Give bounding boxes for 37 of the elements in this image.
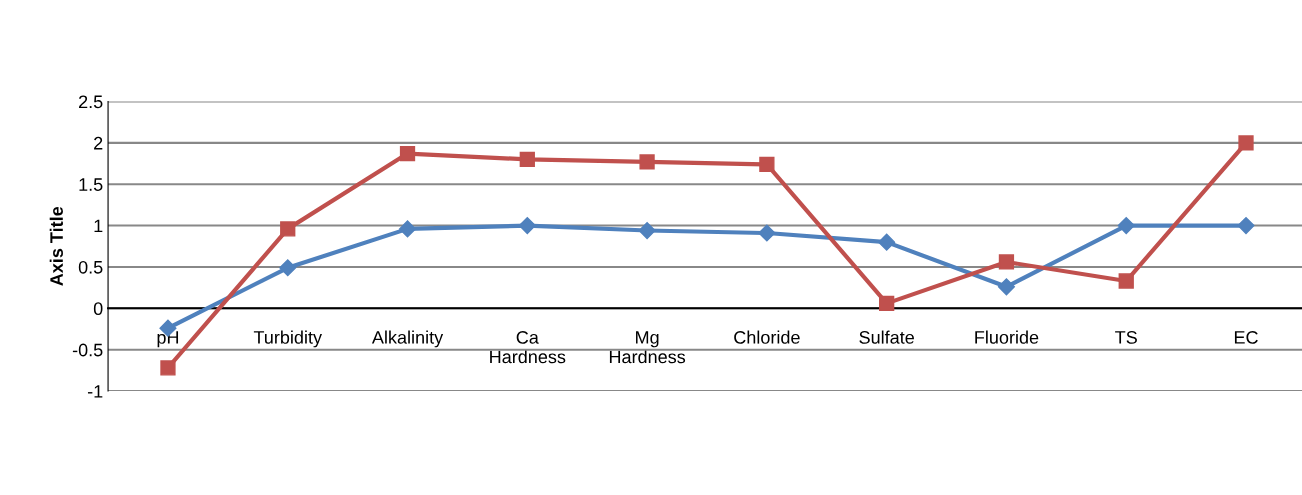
point xyxy=(518,217,536,235)
x-tick-label: Turbidity xyxy=(253,330,322,348)
point xyxy=(878,233,896,251)
point xyxy=(279,259,297,277)
point xyxy=(160,360,176,376)
y-tick-label: -0.5 xyxy=(72,343,103,357)
point xyxy=(1237,217,1255,235)
point xyxy=(879,295,895,311)
point xyxy=(638,221,656,240)
x-tick-label: Alkalinity xyxy=(371,330,444,348)
y-tick-label: 1.5 xyxy=(79,178,103,191)
point xyxy=(280,221,296,237)
y-axis-title: Axis Title xyxy=(49,206,63,286)
point xyxy=(399,145,416,162)
x-tick-label: Ca Hardness xyxy=(490,331,566,364)
y-tick-label: 0 xyxy=(93,302,103,316)
point xyxy=(997,278,1015,296)
point xyxy=(639,154,655,170)
point xyxy=(1117,217,1135,235)
x-tick-label: Sulfate xyxy=(859,330,914,344)
x-tick-label: Fluoride xyxy=(975,330,1039,344)
point xyxy=(759,156,775,172)
x-tick-label: Chloride xyxy=(734,330,800,344)
x-tick-label: TS xyxy=(1115,331,1137,344)
x-tick-label: EC xyxy=(1234,331,1258,344)
y-tick-label: -1 xyxy=(87,385,103,398)
point xyxy=(758,224,776,242)
point xyxy=(519,151,535,168)
y-tick-label: 0.5 xyxy=(78,260,103,274)
point xyxy=(1118,273,1134,289)
y-tick-label: 2.5 xyxy=(79,95,103,109)
x-tick-label: Mg Hardness xyxy=(609,331,686,364)
point xyxy=(998,254,1015,270)
y-tick-label: 2 xyxy=(94,136,103,150)
point xyxy=(398,220,417,238)
point xyxy=(1238,135,1254,151)
y-tick-label: 1 xyxy=(94,219,103,233)
